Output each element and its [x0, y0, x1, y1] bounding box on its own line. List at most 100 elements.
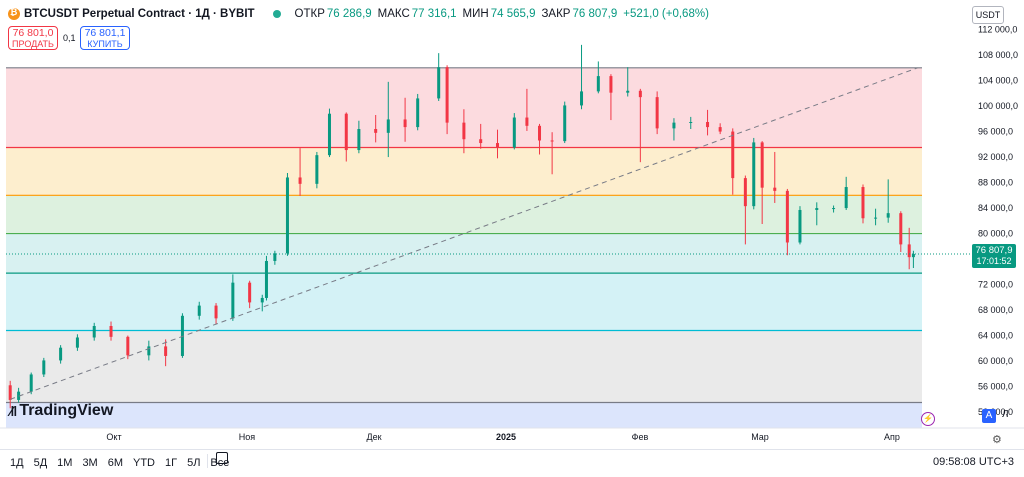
high-value: 77 316,1 [411, 8, 457, 20]
price-tick-label: 72 000,0 [978, 280, 1013, 290]
candle-body [638, 90, 642, 98]
candle-body [785, 190, 789, 243]
candle-body [357, 129, 361, 151]
timeframe-1m[interactable]: 1М [57, 457, 73, 469]
fib-zone [6, 233, 922, 274]
flash-icon[interactable]: ⚡ [921, 412, 935, 426]
time-tick-label: 2025 [496, 432, 516, 442]
fib-zone [6, 402, 922, 428]
candle-body [344, 113, 348, 151]
candle-body [626, 90, 630, 93]
clock[interactable]: 09:58:08 UTC+3 [932, 456, 1014, 468]
bitcoin-icon [8, 7, 20, 20]
candle-body [752, 142, 756, 207]
high-label: МАКС [377, 8, 410, 20]
price-tick-label: 64 000,0 [978, 331, 1013, 341]
candle-body [416, 98, 420, 128]
candle-body [907, 244, 911, 258]
timeframe-1d[interactable]: 1Д [10, 457, 24, 469]
price-tick-label: 96 000,0 [978, 127, 1013, 137]
fib-zone [6, 147, 922, 196]
tradingview-logo[interactable]: ⁄‖ TradingView [10, 402, 113, 420]
sell-label: ПРОДАТЬ [12, 39, 54, 49]
candle-body [260, 297, 264, 303]
price-tick-label: 108 000,0 [978, 50, 1018, 60]
candlestick-series [8, 44, 915, 409]
candle-body [273, 253, 277, 261]
candle-body [538, 125, 542, 141]
currency-selector[interactable]: USDT [972, 6, 1004, 24]
time-tick-label: Ноя [239, 432, 256, 442]
symbol-title[interactable]: BTCUSDT Perpetual Contract · 1Д · BYBIT [24, 8, 255, 20]
candle-body [672, 122, 676, 129]
open-label: ОТКР [294, 8, 325, 20]
candle-body [8, 385, 12, 400]
settings-gear-icon[interactable]: ⚙ [992, 434, 1002, 446]
candle-body [911, 253, 915, 258]
low-value: 74 565,9 [490, 8, 536, 20]
candle-body [815, 208, 819, 210]
candle-body [861, 187, 865, 219]
candle-body [59, 347, 63, 361]
price-tick-label: 84 000,0 [978, 203, 1013, 213]
price-tick-label: 60 000,0 [978, 356, 1013, 366]
candle-body [298, 177, 302, 184]
toolbar-divider [207, 454, 208, 468]
fibonacci-lines [6, 67, 922, 404]
price-tick-label: 80 000,0 [978, 229, 1013, 239]
sell-button[interactable]: 76 801,0 ПРОДАТЬ [8, 26, 58, 50]
last-price-label: 76 807,9 17:01:52 [972, 243, 1016, 268]
candle-body [197, 305, 201, 316]
market-status-icon [272, 10, 281, 18]
time-tick-label: Фев [632, 432, 649, 442]
close-label: ЗАКР [541, 8, 571, 20]
candle-body [512, 117, 516, 148]
candle-body [655, 97, 659, 129]
auto-scale-button[interactable]: A [982, 409, 996, 423]
candle-body [147, 346, 151, 356]
candle-body [525, 117, 529, 126]
candle-body [445, 67, 449, 123]
price-tick-label: 88 000,0 [978, 178, 1013, 188]
timeframe-1y[interactable]: 1Г [165, 457, 178, 469]
change-value: +521,0 (+0,68%) [623, 8, 709, 20]
fib-zone [6, 330, 922, 403]
time-tick-label: Дек [366, 432, 381, 442]
buy-button[interactable]: 76 801,1 КУПИТЬ [80, 26, 130, 50]
fib-zone [6, 273, 922, 331]
candle-body [844, 187, 848, 209]
candle-body [798, 209, 802, 243]
price-tick-label: 100 000,0 [978, 101, 1018, 111]
timeframe-3m[interactable]: 3М [82, 457, 98, 469]
countdown-text: 17:01:52 [976, 256, 1011, 266]
time-tick-label: Окт [106, 432, 121, 442]
candle-body [596, 76, 600, 92]
buy-label: КУПИТЬ [87, 39, 123, 49]
candle-body [264, 260, 268, 298]
price-tick-label: 104 000,0 [978, 76, 1018, 86]
chart-header: BTCUSDT Perpetual Contract · 1Д · BYBIT … [0, 0, 1024, 60]
calendar-icon[interactable] [216, 452, 228, 464]
timeframe-5y[interactable]: 5Л [187, 457, 201, 469]
log-scale-button[interactable]: Л [1002, 409, 1009, 420]
tradingview-mark-icon: ⁄‖ [10, 403, 17, 419]
timeframe-5d[interactable]: 5Д [33, 457, 48, 469]
candle-body [315, 155, 319, 184]
candle-body [874, 217, 878, 219]
candle-body [374, 129, 378, 133]
price-chart[interactable]: 112 000,0 108 000,0 104 000,0 100 000,0 96 0… [0, 0, 1024, 449]
time-tick-label: Мар [751, 432, 769, 442]
candle-body [832, 208, 836, 210]
price-tick-label: 56 000,0 [978, 382, 1013, 392]
candle-body [563, 105, 567, 142]
candle-body [248, 282, 252, 303]
candle-body [760, 142, 764, 188]
timeframe-ytd[interactable]: YTD [133, 457, 155, 469]
candle-body [479, 139, 483, 144]
candle-body [75, 337, 79, 348]
timeframe-6m[interactable]: 6М [107, 457, 123, 469]
spread-value: 0,1 [63, 33, 76, 43]
trend-line [10, 67, 918, 400]
price-tick-label: 68 000,0 [978, 305, 1013, 315]
candle-body [437, 67, 441, 99]
